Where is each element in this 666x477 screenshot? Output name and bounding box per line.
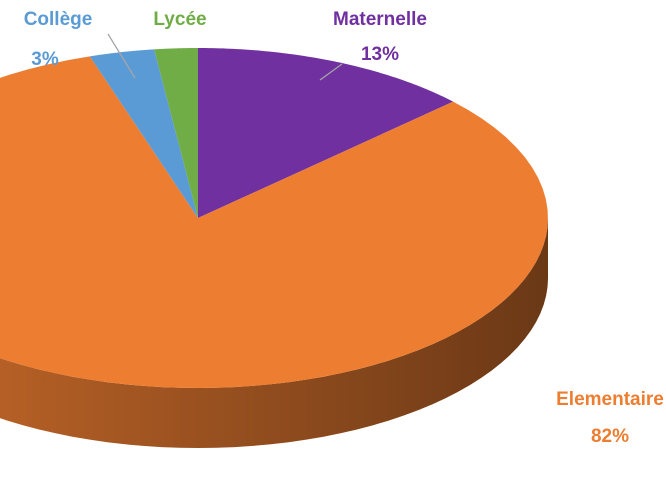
leader-line [319, 63, 343, 81]
pie-side-shade [0, 218, 548, 448]
value-label: 3% [31, 49, 59, 70]
category-label: Collège [24, 9, 93, 30]
pie-slice [89, 49, 198, 218]
pie-slice [198, 48, 454, 218]
category-label: Lycée [153, 9, 206, 30]
category-label: Maternelle [333, 9, 427, 30]
leader-line [107, 33, 136, 79]
pie-slice [154, 48, 198, 218]
category-label: Elementaire [556, 389, 664, 410]
value-label: 13% [361, 44, 399, 65]
value-label: 2% [166, 47, 194, 68]
value-label: 82% [591, 426, 629, 447]
pie-slice [0, 56, 548, 388]
